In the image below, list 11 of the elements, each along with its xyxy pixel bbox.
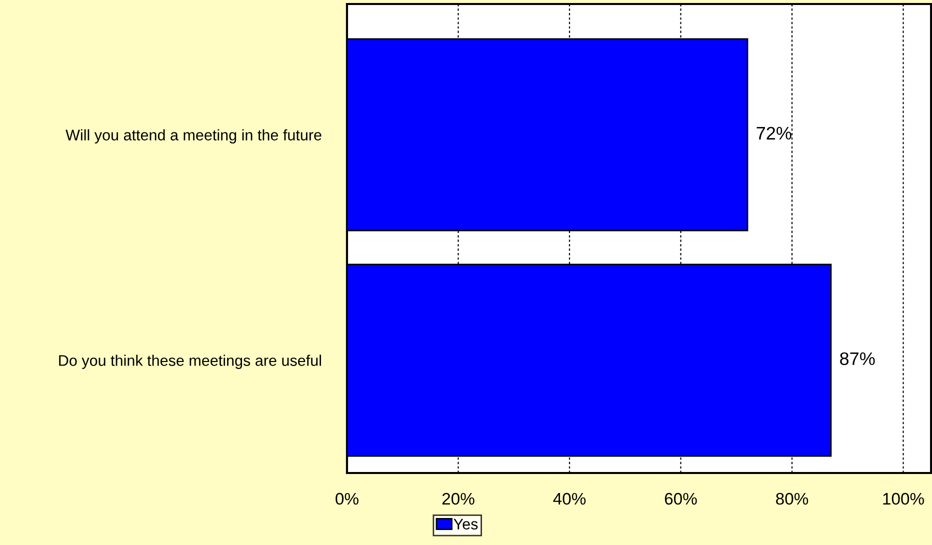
y-tick-label: Do you think these meetings are useful <box>59 354 321 369</box>
x-tick-label: 80% <box>776 492 808 505</box>
text: 87% <box>840 352 875 366</box>
y-tick-label: Will you attend a meeting in the future <box>66 129 322 144</box>
text: 72% <box>756 126 792 140</box>
x-tick-label: 20% <box>442 492 474 505</box>
legend-label: Yes <box>454 518 478 530</box>
x-tick-label: 100% <box>883 492 924 505</box>
x-tick-label: 60% <box>664 492 697 505</box>
x-tick-label: 0% <box>336 492 358 505</box>
x-tick-label: 40% <box>553 492 586 505</box>
